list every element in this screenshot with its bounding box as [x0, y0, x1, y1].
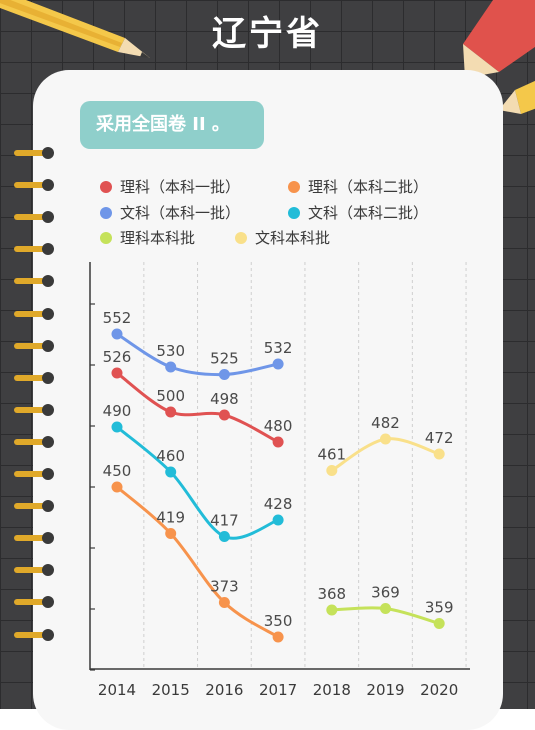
data-point — [380, 433, 391, 445]
data-point — [433, 618, 445, 629]
data-label: 552 — [103, 309, 132, 327]
data-label: 530 — [156, 342, 185, 360]
x-tick-label: 2015 — [152, 681, 190, 699]
data-label: 460 — [156, 447, 185, 465]
series-line — [116, 371, 279, 444]
legend-swatch — [100, 181, 112, 193]
legend-item: 文科（本科二批） — [288, 202, 428, 223]
data-label: 532 — [264, 339, 293, 357]
data-point — [272, 631, 284, 643]
x-tick-label: 2018 — [313, 681, 351, 699]
binding-ring — [14, 211, 54, 224]
data-point — [272, 436, 284, 448]
legend-item: 文科本科批 — [235, 227, 330, 248]
data-label: 450 — [103, 462, 132, 480]
data-point — [380, 603, 391, 614]
binding-ring — [14, 339, 54, 352]
legend-swatch — [235, 232, 247, 244]
binding-ring — [14, 628, 54, 641]
data-label: 498 — [210, 390, 239, 408]
legend-swatch — [288, 181, 300, 193]
data-label: 373 — [210, 578, 239, 596]
data-point — [165, 406, 177, 418]
data-label: 482 — [371, 414, 400, 432]
series-line — [116, 332, 279, 377]
x-tick-label: 2020 — [420, 681, 458, 699]
exam-type-badge: 采用全国卷 II 。 — [80, 101, 264, 149]
data-point — [433, 448, 445, 460]
legend-item: 理科本科批 — [100, 227, 195, 248]
pencil-left-illustration — [0, 0, 150, 58]
data-label: 350 — [264, 612, 293, 630]
data-point — [326, 604, 338, 616]
data-label: 490 — [103, 402, 132, 420]
legend-swatch — [288, 207, 300, 219]
binding-ring — [14, 147, 54, 159]
data-point — [111, 328, 123, 340]
binding-ring — [14, 564, 54, 577]
data-label: 417 — [210, 512, 239, 530]
data-point — [111, 421, 123, 433]
data-label: 500 — [156, 387, 185, 405]
data-label: 428 — [264, 495, 293, 513]
data-point — [165, 528, 177, 539]
x-tick-label: 2016 — [205, 681, 243, 699]
data-label: 369 — [371, 584, 400, 602]
data-point — [165, 466, 177, 478]
series-line — [116, 485, 279, 639]
page-title: 辽宁省 — [212, 14, 323, 54]
binding-ring — [14, 435, 54, 448]
binding-ring — [14, 179, 54, 192]
data-point — [111, 367, 123, 379]
binding-ring — [14, 532, 54, 545]
data-label: 461 — [317, 446, 346, 464]
data-label: 472 — [425, 429, 454, 447]
binding-ring — [14, 468, 54, 480]
data-point — [111, 481, 123, 493]
x-tick-label: 2017 — [259, 681, 297, 699]
binding-ring — [14, 500, 54, 513]
x-tick-label: 2019 — [366, 681, 404, 699]
data-point — [218, 369, 230, 380]
data-point — [165, 361, 177, 373]
data-label: 359 — [425, 599, 454, 617]
binding-ring — [14, 243, 54, 256]
data-point — [218, 597, 230, 608]
pencil-small-illustration — [499, 80, 535, 114]
pencil-right-illustration — [461, 0, 535, 80]
data-label: 526 — [103, 348, 132, 366]
line-chart: 2014 2015 2016 2017 2018 2019 2020 526 500 498 480… — [89, 262, 470, 699]
data-point — [272, 514, 284, 526]
legend-item: 理科（本科二批） — [288, 176, 428, 197]
binding-ring — [14, 275, 54, 288]
data-label: 368 — [317, 585, 346, 603]
data-point — [326, 465, 338, 476]
legend-item: 理科（本科一批） — [100, 176, 240, 197]
legend-swatch — [100, 232, 112, 244]
data-label: 419 — [156, 509, 185, 527]
binding-ring — [14, 371, 54, 384]
data-point — [272, 358, 284, 370]
data-point — [218, 409, 230, 421]
x-tick-label: 2014 — [98, 681, 136, 699]
data-label: 480 — [264, 417, 293, 435]
legend-item: 文科（本科一批） — [100, 202, 240, 223]
data-point — [218, 531, 230, 542]
binding-ring — [14, 307, 54, 320]
legend-swatch — [100, 207, 112, 219]
binding-ring — [14, 403, 54, 416]
binding-ring — [14, 596, 54, 609]
series-line — [116, 425, 279, 540]
data-label: 525 — [210, 350, 239, 368]
